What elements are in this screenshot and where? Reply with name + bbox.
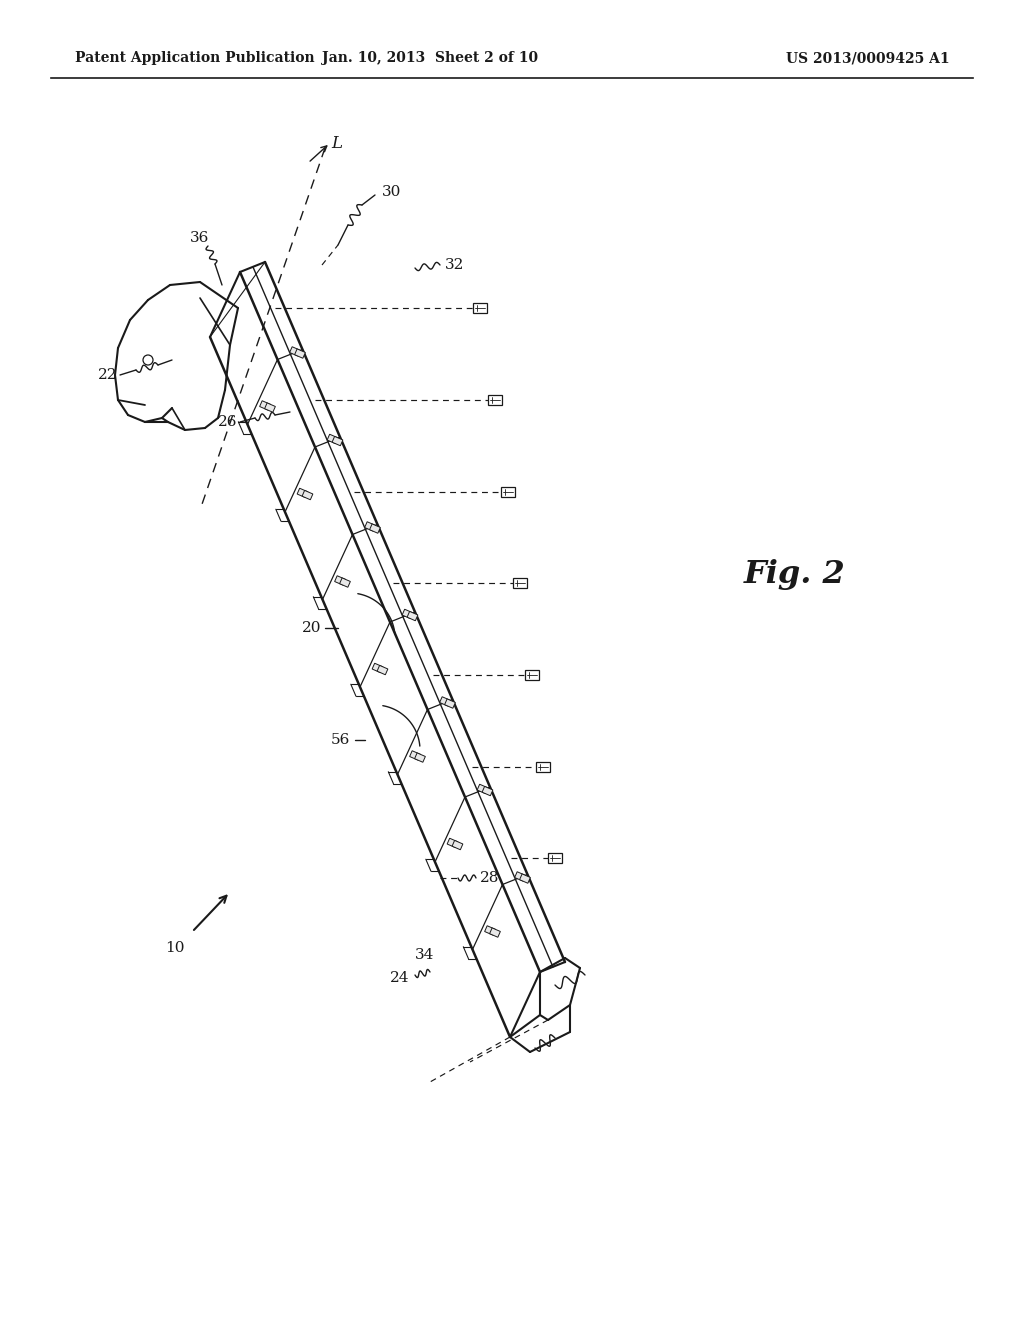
Polygon shape — [415, 752, 425, 762]
Text: 26: 26 — [218, 414, 238, 429]
Text: L: L — [332, 135, 342, 152]
Text: 32: 32 — [445, 257, 465, 272]
Polygon shape — [489, 928, 501, 937]
Polygon shape — [365, 521, 376, 531]
Polygon shape — [290, 347, 300, 356]
FancyBboxPatch shape — [536, 762, 550, 772]
Polygon shape — [295, 348, 305, 358]
Text: 24: 24 — [390, 972, 410, 985]
Circle shape — [143, 355, 153, 366]
Text: Patent Application Publication: Patent Application Publication — [75, 51, 314, 65]
Polygon shape — [327, 434, 338, 444]
Text: Jan. 10, 2013  Sheet 2 of 10: Jan. 10, 2013 Sheet 2 of 10 — [322, 51, 538, 65]
Text: 28: 28 — [480, 871, 500, 884]
Polygon shape — [297, 488, 308, 498]
Text: Fig. 2: Fig. 2 — [744, 560, 846, 590]
Text: 56: 56 — [331, 733, 349, 747]
FancyBboxPatch shape — [473, 304, 487, 313]
Polygon shape — [482, 787, 493, 796]
Polygon shape — [410, 751, 421, 760]
Polygon shape — [340, 578, 350, 587]
Polygon shape — [439, 697, 451, 706]
Text: 30: 30 — [382, 185, 401, 199]
Text: 34: 34 — [416, 948, 434, 962]
Text: US 2013/0009425 A1: US 2013/0009425 A1 — [786, 51, 950, 65]
Polygon shape — [302, 491, 313, 500]
Text: 22: 22 — [98, 368, 118, 381]
Polygon shape — [402, 610, 413, 619]
Polygon shape — [408, 611, 418, 620]
Polygon shape — [452, 841, 463, 850]
Polygon shape — [377, 665, 388, 675]
FancyBboxPatch shape — [488, 395, 502, 405]
FancyBboxPatch shape — [501, 487, 515, 498]
Text: 36: 36 — [190, 231, 210, 246]
Text: 20: 20 — [302, 620, 322, 635]
Polygon shape — [372, 663, 383, 673]
FancyBboxPatch shape — [525, 671, 539, 680]
Polygon shape — [477, 784, 487, 793]
Polygon shape — [332, 437, 343, 446]
FancyBboxPatch shape — [548, 853, 562, 863]
FancyBboxPatch shape — [513, 578, 527, 587]
Polygon shape — [264, 403, 275, 412]
Polygon shape — [370, 524, 380, 533]
Polygon shape — [335, 576, 345, 585]
Polygon shape — [260, 401, 270, 411]
Polygon shape — [515, 871, 525, 882]
Text: 10: 10 — [165, 941, 184, 954]
Polygon shape — [444, 698, 456, 709]
Polygon shape — [484, 925, 496, 935]
Polygon shape — [447, 838, 458, 847]
Polygon shape — [519, 874, 530, 883]
